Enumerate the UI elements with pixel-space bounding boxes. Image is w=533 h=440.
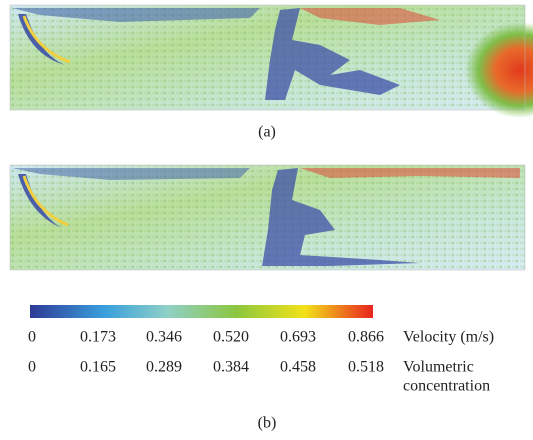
colorbar-tick-label: 0.384 [213,359,249,376]
colorbar-labels: 0 0.173 0.346 0.520 0.693 0.866 Velocity (m/s)… [28,329,494,395]
colorbar-row-label: Volumetric [403,359,474,376]
colorbar-row-label: concentration [403,378,490,395]
panel-a-image [9,4,533,118]
panel-b-image [9,164,526,271]
panel-caption: (a) [258,124,276,141]
colorbar-tick-label: 0.693 [280,329,316,346]
colorbar-tick-label: 0 [28,359,36,376]
colorbar-tick-label: 0 [28,329,36,346]
colorbar-row-label: Velocity (m/s) [403,329,494,346]
colorbar [30,305,373,318]
colorbar-tick-label: 0.165 [80,359,116,376]
colorbar-tick-label: 0.289 [146,359,182,376]
colorbar-tick-label: 0.518 [348,359,384,376]
colorbar-tick-label: 0.173 [80,329,116,346]
colorbar-tick-label: 0.520 [213,329,249,346]
colorbar-tick-label: 0.346 [146,329,182,346]
panel-caption: (b) [258,415,277,432]
colorbar-tick-label: 0.458 [280,359,316,376]
colorbar-tick-label: 0.866 [348,329,384,346]
